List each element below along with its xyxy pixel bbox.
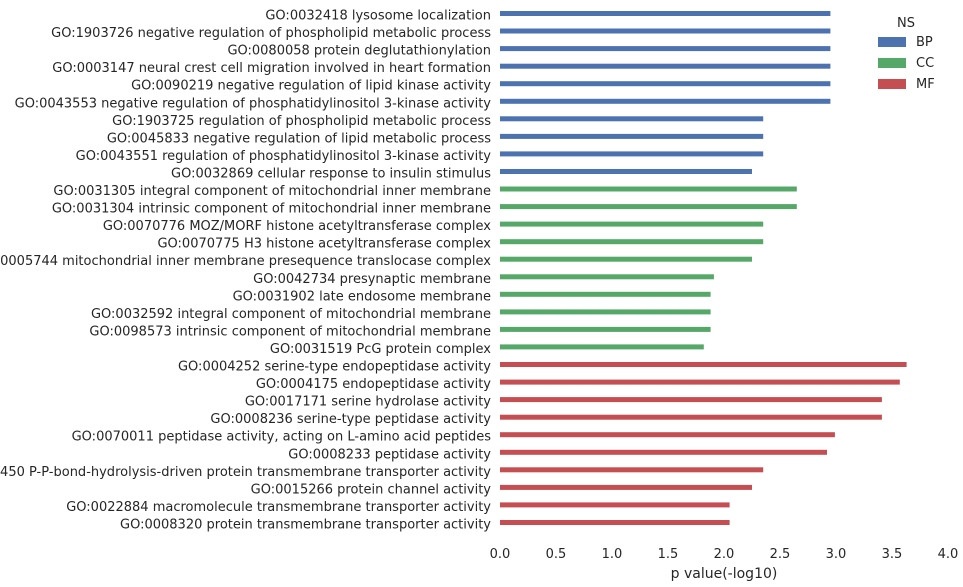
x-tick-label-5: 2.5 xyxy=(770,547,791,562)
bar-13 xyxy=(500,239,764,245)
x-tick-label-2: 1.0 xyxy=(602,547,623,562)
category-label-19: GO:0031519 PcG protein complex xyxy=(270,342,491,357)
bar-16 xyxy=(500,291,711,297)
category-label-12: GO:0070776 MOZ/MORF histone acetyltransf… xyxy=(103,219,491,234)
x-tick-label-8: 4.0 xyxy=(938,547,959,562)
category-label-7: GO:0045833 negative regulation of lipid … xyxy=(107,131,491,146)
category-label-13: GO:0070775 H3 histone acetyltransferase … xyxy=(157,237,491,252)
legend-swatch-cc xyxy=(878,58,906,68)
category-label-8: GO:0043551 regulation of phosphatidylino… xyxy=(76,149,492,164)
bar-9 xyxy=(500,169,752,174)
legend-title: NS xyxy=(897,16,915,31)
bar-29 xyxy=(500,520,730,525)
category-label-28: GO:0022884 macromolecule transmembrane t… xyxy=(66,500,491,515)
category-label-2: GO:0080058 protein deglutathionylation xyxy=(227,44,491,59)
bar-4 xyxy=(500,81,831,87)
category-label-20: GO:0004252 serine-type endopeptidase act… xyxy=(178,360,491,375)
bar-5 xyxy=(500,98,831,104)
category-label-21: GO:0004175 endopeptidase activity xyxy=(256,377,491,392)
x-tick-label-0: 0.0 xyxy=(490,547,511,562)
bar-22 xyxy=(500,397,882,403)
category-label-22: GO:0017171 serine hydrolase activity xyxy=(245,395,491,410)
legend-swatch-bp xyxy=(878,37,906,47)
category-label-3: GO:0003147 neural crest cell migration i… xyxy=(52,61,491,76)
bar-14 xyxy=(500,256,752,262)
bar-19 xyxy=(500,344,704,350)
bar-15 xyxy=(500,274,714,280)
bar-24 xyxy=(500,432,835,438)
legend: NS BP CC MF xyxy=(878,16,935,92)
category-label-18: GO:0098573 intrinsic component of mitoch… xyxy=(89,324,491,339)
x-axis-ticks: 0.0 0.5 1.0 1.5 2.0 2.5 3.0 3.5 4.0 xyxy=(490,547,959,562)
bar-18 xyxy=(500,326,711,332)
category-label-23: GO:0008236 serine-type peptidase activit… xyxy=(210,412,491,427)
category-label-10: GO:0031305 integral component of mitocho… xyxy=(53,184,491,199)
legend-label-mf: MF xyxy=(916,77,935,92)
bar-12 xyxy=(500,221,764,227)
x-tick-label-1: 0.5 xyxy=(546,547,567,562)
category-label-0: GO:0032418 lysosome localization xyxy=(265,9,491,24)
bar-21 xyxy=(500,379,900,385)
bar-25 xyxy=(500,449,827,455)
bar-11 xyxy=(500,204,797,210)
category-label-27: GO:0015266 protein channel activity xyxy=(251,482,492,497)
category-label-15: GO:0042734 presynaptic membrane xyxy=(253,272,491,287)
category-label-9: GO:0032869 cellular response to insulin … xyxy=(171,167,491,182)
category-label-17: GO:0032592 integral component of mitocho… xyxy=(91,307,491,322)
bar-10 xyxy=(500,186,797,192)
bar-26 xyxy=(500,467,764,473)
bar-1 xyxy=(500,28,831,34)
x-tick-label-6: 3.0 xyxy=(826,547,847,562)
category-label-4: GO:0090219 negative regulation of lipid … xyxy=(131,79,491,94)
category-label-25: GO:0008233 peptidase activity xyxy=(288,447,491,462)
bar-28 xyxy=(500,502,730,508)
bar-6 xyxy=(500,116,764,122)
legend-swatch-mf xyxy=(878,79,906,89)
category-label-14: GO:0005744 mitochondrial inner membrane … xyxy=(0,254,491,269)
bars-group xyxy=(500,11,907,525)
category-label-6: GO:1903725 regulation of phospholipid me… xyxy=(112,114,491,129)
bar-23 xyxy=(500,414,882,420)
x-axis-title: p value(-log10) xyxy=(671,566,778,582)
legend-label-cc: CC xyxy=(916,56,934,71)
legend-items: BP CC MF xyxy=(878,35,935,92)
bar-2 xyxy=(500,46,831,52)
category-label-11: GO:0031304 intrinsic component of mitoch… xyxy=(52,202,491,217)
bar-7 xyxy=(500,133,764,139)
category-labels: GO:0032418 lysosome localization GO:19037… xyxy=(0,9,491,533)
bar-0 xyxy=(500,11,831,16)
category-label-29: GO:0008320 protein transmembrane transpo… xyxy=(120,518,491,533)
bar-20 xyxy=(500,362,907,367)
bar-3 xyxy=(500,63,831,69)
category-label-26: GO:0015450 P-P-bond-hydrolysis-driven pr… xyxy=(0,465,491,480)
category-label-5: GO:0043553 negative regulation of phosph… xyxy=(15,96,492,111)
bar-17 xyxy=(500,309,711,315)
bar-8 xyxy=(500,151,764,157)
x-tick-label-4: 2.0 xyxy=(714,547,735,562)
bar-27 xyxy=(500,484,752,490)
category-label-1: GO:1903726 negative regulation of phosph… xyxy=(51,26,491,41)
legend-label-bp: BP xyxy=(916,35,933,50)
x-tick-label-7: 3.5 xyxy=(882,547,903,562)
category-label-24: GO:0070011 peptidase activity, acting on… xyxy=(72,430,492,445)
x-tick-label-3: 1.5 xyxy=(658,547,679,562)
category-label-16: GO:0031902 late endosome membrane xyxy=(233,289,491,304)
